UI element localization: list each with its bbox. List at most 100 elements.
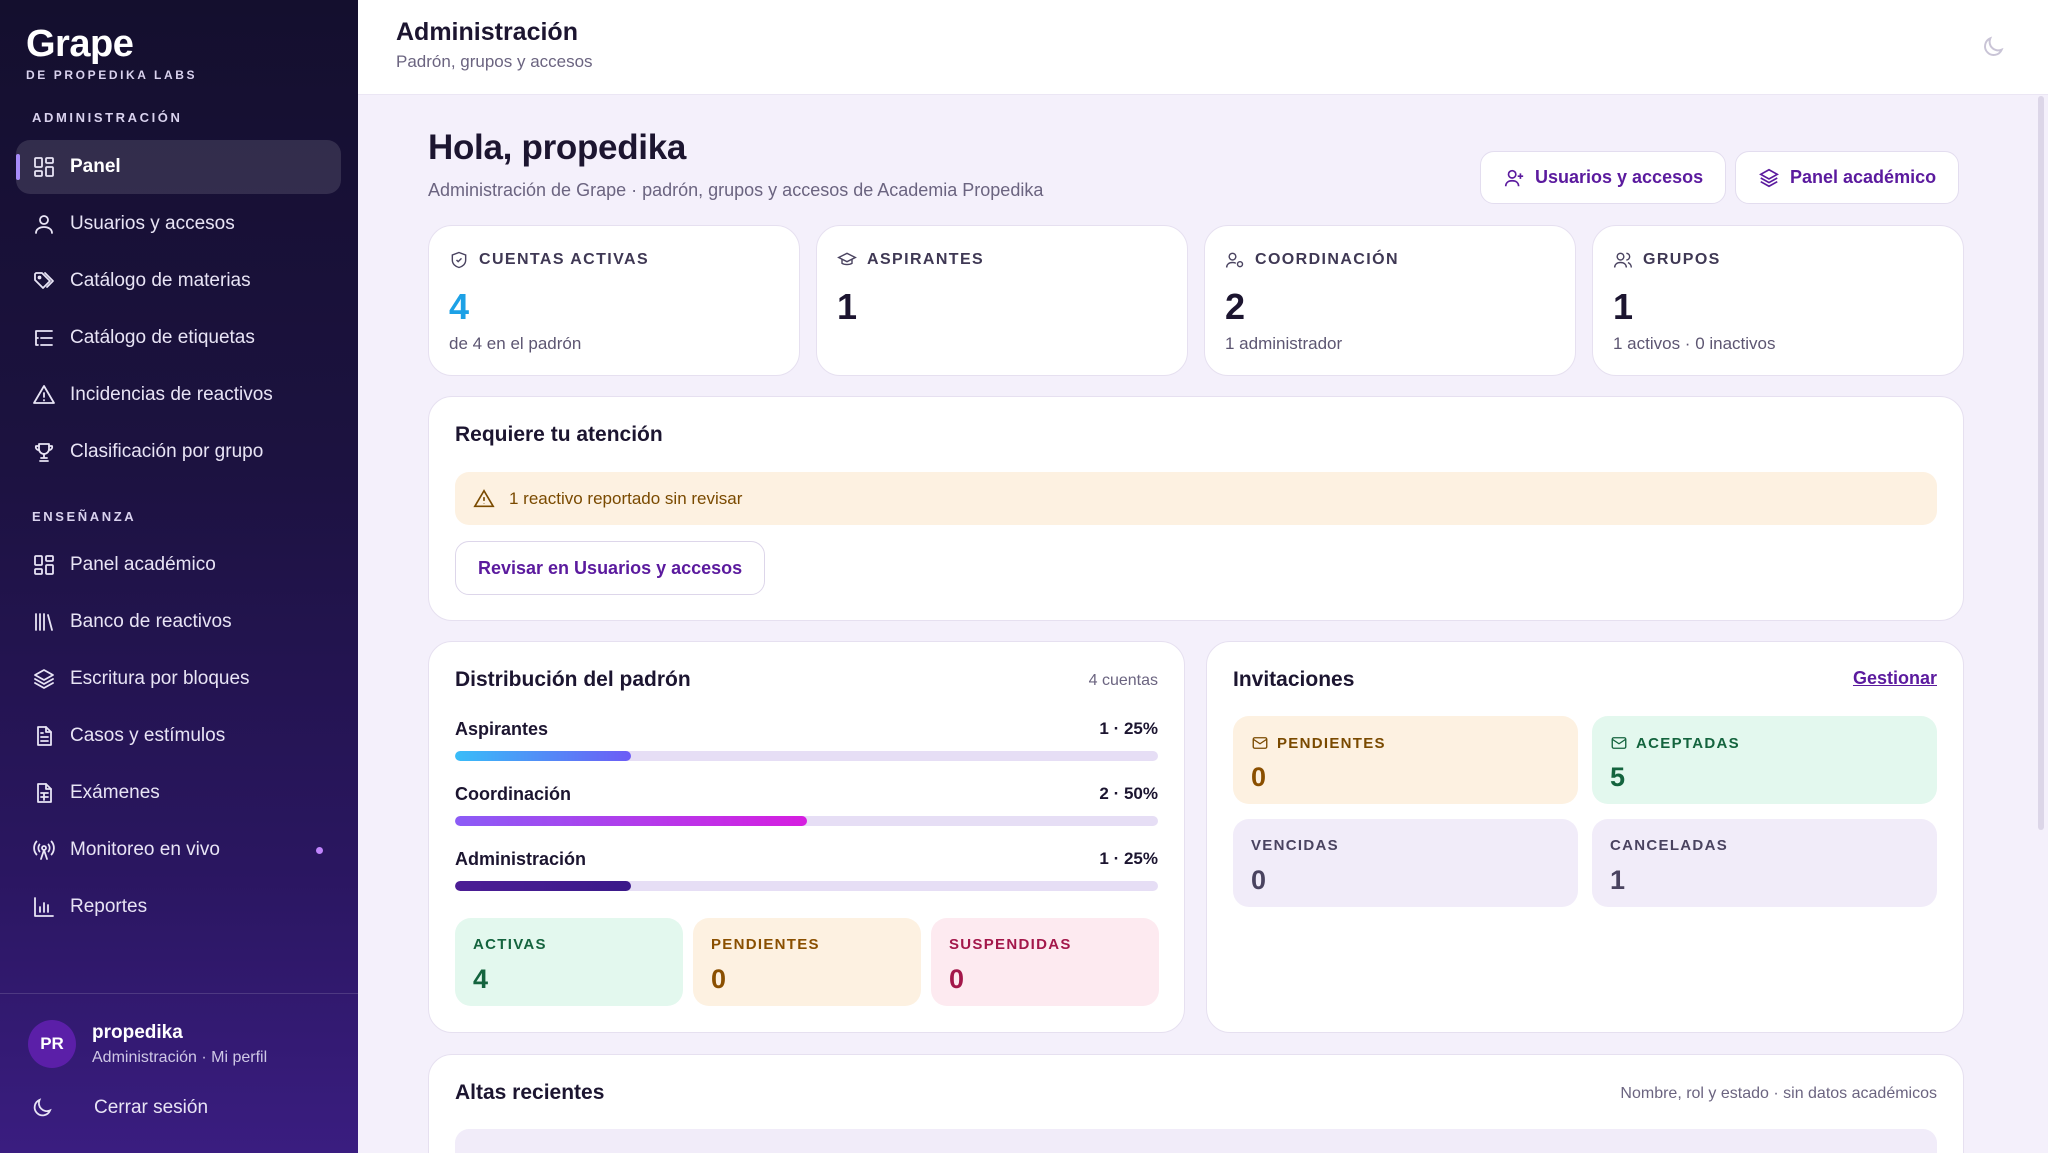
sidebar-item-incidents[interactable]: Incidencias de reactivos [16,368,341,422]
status-value: 0 [949,964,965,994]
invite-tile-pending: PENDIENTES 0 [1233,716,1578,804]
logout-button[interactable]: Cerrar sesión [30,1096,208,1120]
status-tile-pending: PENDIENTES 0 [693,918,921,1006]
invite-tile-cancelled: CANCELADAS 1 [1592,819,1937,907]
stat-card-applicants: ASPIRANTES 1 [816,225,1188,376]
invite-value: 0 [1251,762,1267,792]
stat-label: CUENTAS ACTIVAS [479,251,650,268]
page-title: Administración [396,18,578,46]
mail-check-icon [1611,737,1627,749]
greeting-title: Hola, propedika [428,128,687,167]
invite-label: VENCIDAS [1251,837,1339,854]
sidebar-item-cases[interactable]: Casos y estímulos [16,709,341,763]
sidebar-item-subjects[interactable]: Catálogo de materias [16,254,341,308]
sidebar-item-item-bank[interactable]: Banco de reactivos [16,595,341,649]
sidebar-item-panel[interactable]: Panel [16,140,341,194]
sidebar-item-reports[interactable]: Reportes [16,880,341,934]
scrollbar-thumb[interactable] [2038,96,2044,830]
user-cog-icon [1225,252,1244,268]
manage-invitations-link[interactable]: Gestionar [1852,668,1937,688]
theme-toggle-button[interactable] [1980,34,2006,60]
brand-logo[interactable]: Grape DE PROPEDIKA LABS [26,22,197,82]
stat-value: 1 [837,286,858,327]
invitations-card: Invitaciones Gestionar PENDIENTES 0 ACEP… [1206,641,1964,1033]
attention-alert[interactable]: 1 reactivo reportado sin revisar [455,472,1937,525]
invite-label: PENDIENTES [1277,734,1386,752]
sidebar-item-label: Panel [70,156,121,177]
profile-role[interactable]: Administración · Mi perfil [92,1048,268,1066]
alert-text: 1 reactivo reportado sin revisar [509,488,743,508]
sidebar-item-label: Banco de reactivos [70,611,232,632]
trophy-icon [32,440,56,464]
attention-title: Requiere tu atención [455,423,663,446]
sidebar-item-label: Exámenes [70,782,160,803]
list-item[interactable] [455,1129,1937,1153]
list-tree-icon [32,326,56,350]
distribution-row: Aspirantes 1 · 25% [455,719,1158,765]
sidebar-item-live-monitor[interactable]: Monitoreo en vivo [16,823,341,877]
avatar: PR [28,1020,76,1068]
stat-note: 1 activos · 0 inactivos [1613,334,1776,353]
status-tile-suspended: SUSPENDIDAS 0 [931,918,1159,1006]
sidebar-item-label: Usuarios y accesos [70,213,235,234]
bar-chart-icon [32,895,56,919]
stat-label: ASPIRANTES [867,251,985,268]
moon-icon [1984,36,2004,56]
logout-label: Cerrar sesión [94,1097,209,1118]
warning-icon [32,383,56,407]
bar-fill [455,881,631,891]
sidebar-item-label: Casos y estímulos [70,725,226,746]
bar-track [455,751,1158,761]
invite-tile-expired: VENCIDAS 0 [1233,819,1578,907]
distribution-card: Distribución del padrón 4 cuentas Aspira… [428,641,1185,1033]
invite-value: 0 [1251,865,1267,895]
status-tile-active: ACTIVAS 4 [455,918,683,1006]
graduation-cap-icon [837,252,857,266]
academic-panel-button[interactable]: Panel académico [1735,151,1960,204]
distribution-meta: 4 cuentas [1088,672,1158,689]
bar-fill [455,816,807,826]
grid-icon [32,155,56,179]
sidebar-item-exams[interactable]: Exámenes [16,766,341,820]
bar-fill [455,751,631,761]
stat-note: 1 administrador [1225,334,1343,353]
bar-name: Coordinación [455,784,571,804]
brand-name: Grape [26,23,134,65]
status-label: PENDIENTES [711,936,820,953]
sidebar-item-academic-panel[interactable]: Panel académico [16,538,341,592]
sidebar-item-users[interactable]: Usuarios y accesos [16,197,341,251]
sidebar-item-label: Escritura por bloques [70,668,250,689]
sidebar-item-ranking[interactable]: Clasificación por grupo [16,425,341,479]
status-value: 0 [711,964,727,994]
sidebar-item-label: Catálogo de etiquetas [70,327,255,348]
users-icon [1613,252,1633,268]
stat-card-coordination: COORDINACIÓN 2 1 administrador [1204,225,1576,376]
sidebar-item-tags[interactable]: Catálogo de etiquetas [16,311,341,365]
profile-name: propedika [92,1021,183,1043]
review-users-button[interactable]: Revisar en Usuarios y accesos [455,541,766,595]
users-access-button[interactable]: Usuarios y accesos [1480,151,1727,204]
mail-icon [1252,737,1268,749]
stat-note: de 4 en el padrón [449,334,582,353]
sidebar-item-label: Reportes [70,896,148,917]
invite-label: CANCELADAS [1610,837,1728,854]
bar-value: 2 · 50% [1099,784,1158,803]
sidebar-item-label: Monitoreo en vivo [70,839,220,860]
greeting-subtitle: Administración de Grape · padrón, grupos… [428,180,1044,200]
bar-value: 1 · 25% [1099,719,1158,738]
status-value: 4 [473,964,489,994]
profile-block[interactable]: PR propedika Administración · Mi perfil [28,1020,267,1068]
sidebar-item-block-writing[interactable]: Escritura por bloques [16,652,341,706]
stat-card-active-accounts: CUENTAS ACTIVAS 4 de 4 en el padrón [428,225,800,376]
user-plus-icon [1504,169,1524,186]
section-label-teaching: ENSEÑANZA [32,509,137,524]
file-text-icon [32,724,56,748]
brand-subtitle: DE PROPEDIKA LABS [26,68,198,82]
page-subtitle: Padrón, grupos y accesos [396,52,593,71]
topbar: Administración Padrón, grupos y accesos [358,0,2048,95]
tags-icon [32,269,56,293]
section-label-admin: ADMINISTRACIÓN [32,110,183,125]
bar-track [455,816,1158,826]
academic-panel-label: Panel académico [1790,167,1937,187]
distribution-row: Administración 1 · 25% [455,849,1158,895]
